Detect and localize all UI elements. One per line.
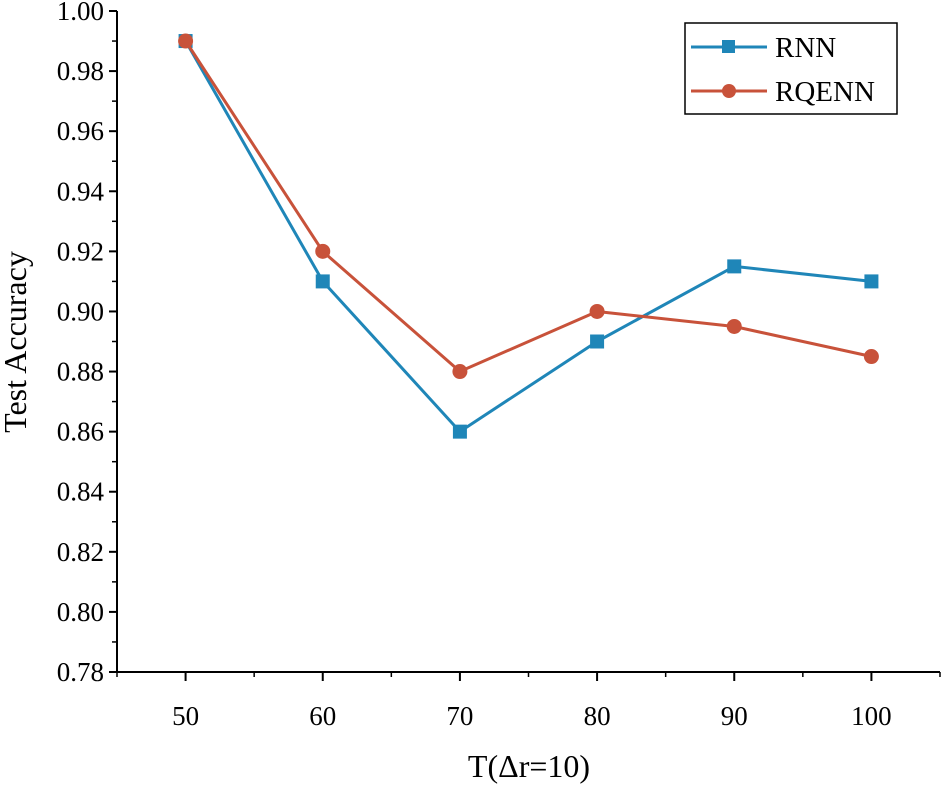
y-tick-label: 0.92: [57, 236, 104, 266]
series-rqenn: [178, 33, 879, 380]
series-layer: [178, 33, 879, 439]
series-line-rqenn: [184, 40, 872, 373]
x-tick-label: 100: [851, 701, 892, 731]
data-point-rnn: [864, 274, 879, 289]
y-tick-label: 0.78: [57, 657, 104, 687]
legend-label-rnn: RNN: [775, 32, 836, 64]
y-tick-label: 0.84: [57, 477, 105, 507]
y-tick-label: 0.98: [57, 56, 104, 86]
x-axis-ticks: 50 60 70 80 90 100: [116, 672, 941, 731]
data-point-rqenn: [178, 33, 194, 49]
data-point-rqenn: [452, 364, 468, 380]
legend: RNN RQENN: [684, 22, 898, 115]
y-tick-label: 0.90: [57, 296, 104, 326]
data-point-rqenn: [315, 243, 331, 259]
x-tick-label: 60: [309, 701, 336, 731]
data-point-rnn: [452, 424, 467, 439]
x-axis-title: T(Δr=10): [468, 748, 590, 784]
data-point-rnn: [590, 334, 605, 349]
y-tick-label: 0.86: [57, 417, 104, 447]
y-tick-label: 0.82: [57, 537, 104, 567]
series-rnn: [178, 34, 879, 439]
legend-item-rqenn: RQENN: [691, 76, 875, 108]
x-tick-label: 90: [721, 701, 748, 731]
y-tick-label: 0.94: [57, 176, 105, 206]
series-line-rnn: [184, 40, 872, 434]
y-tick-label: 1.00: [57, 0, 104, 26]
x-tick-label: 70: [446, 701, 473, 731]
data-point-rnn: [315, 274, 330, 289]
data-point-rnn: [727, 259, 742, 274]
legend-item-rnn: RNN: [691, 32, 836, 64]
legend-box: [684, 22, 898, 115]
y-tick-label: 0.96: [57, 116, 104, 146]
y-axis-title: Test Accuracy: [0, 251, 33, 433]
data-point-rqenn: [726, 318, 742, 334]
data-point-rqenn: [863, 349, 879, 365]
data-point-rqenn: [589, 303, 605, 319]
y-axis-ticks: 0.78 0.80 0.82 0.84 0.86 0.88 0.90 0.92 0.94 0.96…: [57, 0, 117, 687]
y-tick-label: 0.88: [57, 357, 104, 387]
y-tick-label: 0.80: [57, 597, 104, 627]
x-tick-label: 50: [172, 701, 199, 731]
legend-marker-rnn: [722, 40, 735, 53]
x-tick-label: 80: [584, 701, 611, 731]
legend-label-rqenn: RQENN: [775, 76, 875, 108]
legend-marker-rqenn: [722, 84, 736, 98]
